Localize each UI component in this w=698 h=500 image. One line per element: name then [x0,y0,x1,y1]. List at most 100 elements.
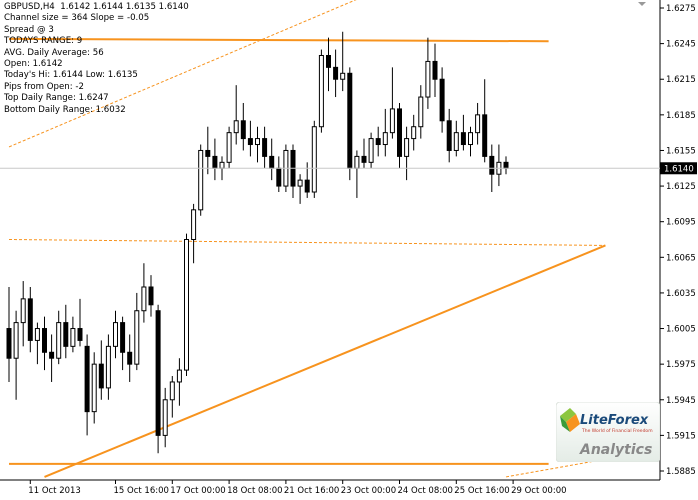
candle [255,126,260,163]
info-today-hi-low: Today's Hi: 1.6144 Low: 1.6135 [4,70,138,81]
candle-body-bear [49,351,55,359]
candle-body-bull [340,72,346,80]
channel-lines [8,0,606,478]
candle-body-bear [63,322,69,347]
logo-tagline: The World of Financial Freedom [581,428,653,434]
candle-body-bull [382,132,388,146]
candle [105,334,111,400]
y-tick-label: 1.5945 [666,396,696,406]
y-tick-label: 1.6095 [666,218,696,228]
candle [134,292,140,371]
candle [453,120,459,157]
candle [120,316,126,371]
candle-body-bear [432,60,438,80]
candle-body-bull [475,114,481,134]
candle [6,286,12,382]
y-tick-label: 1.6035 [666,289,696,299]
candle-body-bear [205,149,211,157]
candle [240,102,246,151]
candle [198,144,204,216]
candle [141,263,147,323]
candle [425,37,431,109]
candle-body-bear [460,132,466,146]
channel-dashed-line[interactable] [8,239,606,246]
candle-body-bull [105,345,111,389]
candle-body-bear [375,138,381,146]
candle-body-bear [77,328,83,341]
candle-body-bear [27,298,33,341]
info-top-daily-range: Top Daily Range: 1.6247 [4,93,109,104]
candle-body-bull [169,381,175,401]
candle [70,316,76,353]
candle-body-bear [489,155,495,175]
candle [226,126,232,169]
candle [63,304,69,359]
candle [20,281,26,347]
y-axis: 1.6275 1.6245 1.6215 1.6185 1.6155 1.6125 1.60… [660,4,696,477]
candle [397,102,402,169]
candle-body-bear [269,155,275,169]
candle [148,275,154,317]
candle-body-bull [191,209,197,240]
candle-body-bull [255,138,260,146]
shift-marker-icon[interactable] [638,2,646,6]
candle [368,132,374,169]
candle-body-bear [326,54,331,68]
info-spread: Spread @ 3 [4,24,54,35]
candle [155,304,161,454]
candle [233,85,239,145]
candle-body-bull [134,310,140,365]
ohlc-label: 1.6142 1.6144 1.6135 1.6140 [60,2,189,12]
candle-body-bear [212,155,218,169]
y-tick-label: 1.6215 [666,75,696,85]
candle-body-bull [354,155,360,169]
candle [333,49,339,98]
candle-body-bull [141,286,147,312]
candle [311,120,317,198]
liteforex-mark-icon [560,408,580,432]
candle-body-bear [347,72,353,169]
x-tick-label: 18 Oct 08:00 [227,486,282,496]
candle-body-bear [262,138,268,157]
channel-dashed-line[interactable] [8,0,392,148]
candle [418,85,424,139]
candle [297,174,303,204]
candle-body-bull [198,149,204,211]
candle [432,43,438,98]
candle [326,37,331,92]
candle-body-bull [91,363,97,413]
channel-dashed-line[interactable] [505,458,606,478]
info-panel: GBPUSD,H4 1.6142 1.6144 1.6135 1.6140 Ch… [4,2,189,116]
candle-body-bear [6,328,12,359]
y-tick-label: 1.6245 [666,40,696,50]
channel-line[interactable] [8,37,549,43]
candle-body-bull [468,132,473,146]
candle [446,108,452,163]
current-price-box [660,162,697,175]
y-tick-label: 1.6065 [666,253,696,263]
candle [389,67,395,139]
channel-line[interactable] [44,244,606,478]
candle [191,203,197,264]
candle-body-bull [176,369,182,383]
x-tick-label: 24 Oct 08:00 [398,486,453,496]
candle [439,67,445,133]
candle [169,376,175,418]
candle [176,358,182,406]
candle-body-bear [240,120,246,140]
x-axis: 11 Oct 2013 15 Oct 16:00 17 Oct 00:00 18 Oc… [28,480,567,496]
x-tick-label: 29 Oct 00:00 [511,486,566,496]
candle-body-bear [503,161,509,169]
candle [84,334,90,436]
candle-body-bear [304,179,310,193]
info-open: Open: 1.6142 [4,59,63,70]
candle [184,233,189,377]
current-price-marker: 1.6140 [0,162,697,175]
x-tick-label: 21 Oct 16:00 [284,486,339,496]
candle-body-bear [84,345,90,413]
y-tick-label: 1.5975 [666,360,696,370]
candle [340,31,346,92]
candle-body-bull [226,132,232,163]
